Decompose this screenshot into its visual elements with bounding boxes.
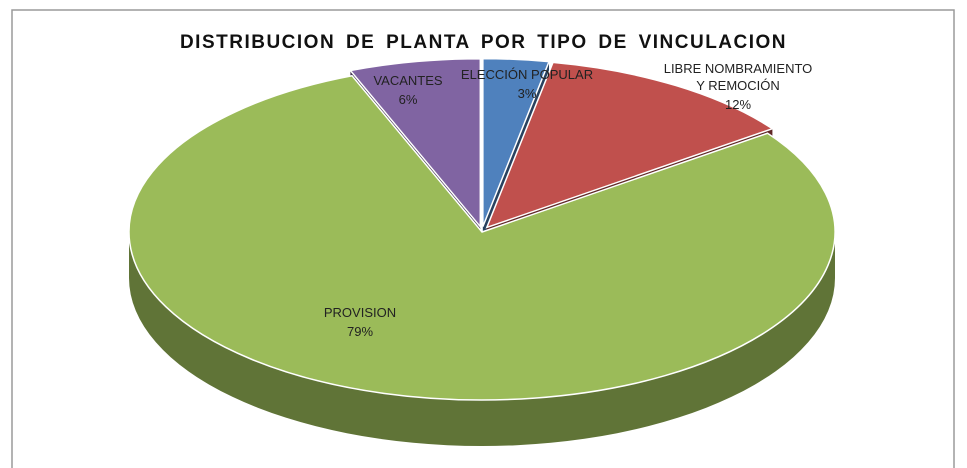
chart-title: DISTRIBUCION DE PLANTA POR TIPO DE VINCU… [179,32,788,53]
slice-value-label: 3% [517,86,537,101]
slice [128,74,836,401]
slice-value-label: 12% [724,97,752,112]
slice-value-label: 6% [398,92,418,107]
slice-value-label: 79% [346,324,374,339]
slice-side [129,232,835,446]
slice [485,61,775,229]
slice-label: PROVISION [323,305,397,320]
slice-label: LIBRE NOMBRAMIENTO Y REMOCIÓN [663,61,813,93]
slice-label: VACANTES [373,73,443,88]
slice [348,57,482,229]
slice-label: ELECCIÓN POPULAR [460,67,594,82]
slice [482,57,551,227]
